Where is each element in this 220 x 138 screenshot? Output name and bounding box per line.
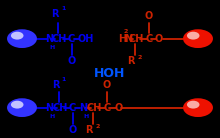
Circle shape (7, 98, 37, 117)
Text: N: N (45, 34, 53, 44)
Text: R: R (51, 9, 59, 19)
Text: 1: 1 (62, 77, 66, 82)
Circle shape (11, 101, 24, 109)
Text: C: C (68, 34, 75, 44)
Text: O: O (68, 125, 77, 135)
Circle shape (7, 29, 37, 48)
Text: N: N (79, 103, 87, 113)
Text: H: H (49, 45, 55, 50)
Circle shape (183, 29, 213, 48)
Circle shape (187, 101, 200, 109)
Text: C: C (69, 103, 76, 113)
Circle shape (11, 32, 24, 40)
Text: H: H (49, 114, 55, 119)
Text: CH: CH (52, 103, 68, 113)
Text: O: O (155, 34, 163, 44)
Text: O: O (103, 80, 111, 90)
Text: C: C (103, 103, 110, 113)
Text: 2: 2 (96, 124, 100, 129)
Text: H: H (118, 34, 126, 44)
Text: N: N (124, 34, 132, 44)
Text: CH: CH (86, 103, 102, 113)
Text: R: R (52, 80, 60, 90)
Text: HOH: HOH (94, 67, 126, 80)
Text: CH: CH (128, 34, 143, 44)
Text: 1: 1 (61, 6, 65, 11)
Text: N: N (45, 103, 53, 113)
Text: H: H (83, 114, 88, 119)
Text: O: O (114, 103, 122, 113)
Text: C: C (145, 34, 152, 44)
Text: CH: CH (51, 34, 67, 44)
Circle shape (183, 98, 213, 117)
Text: 2: 2 (138, 55, 142, 60)
Text: R: R (127, 56, 135, 66)
Text: OH: OH (77, 34, 94, 44)
Circle shape (187, 32, 200, 40)
Text: 2: 2 (124, 29, 128, 34)
Text: O: O (67, 56, 76, 66)
Text: R: R (85, 125, 93, 135)
Text: O: O (145, 11, 153, 21)
